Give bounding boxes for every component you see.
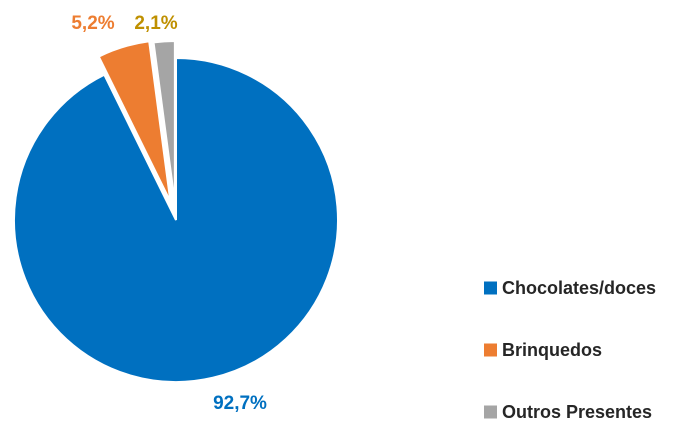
data-label-brinquedos: 5,2% (71, 13, 114, 34)
pie-slices (13, 40, 339, 383)
legend-swatch-outros-presentes (484, 405, 497, 419)
legend-label-chocolates-doces: Chocolates/doces (502, 278, 656, 298)
pie-slice-brinquedos (97, 40, 172, 203)
legend-label-outros-presentes: Outros Presentes (502, 402, 652, 422)
legend-label-brinquedos: Brinquedos (502, 340, 602, 360)
data-labels: 92,7% 5,2% 2,1% (71, 13, 267, 414)
data-label-chocolates-doces: 92,7% (213, 393, 267, 414)
legend-swatch-brinquedos (484, 343, 497, 357)
legend: Chocolates/doces Brinquedos Outros Present… (484, 278, 656, 422)
pie-slice-chocolates-doces (13, 56, 339, 383)
legend-swatch-chocolates-doces (484, 281, 497, 295)
pie-slice-outros-presentes (152, 40, 176, 204)
data-label-outros-presentes: 2,1% (134, 13, 177, 34)
